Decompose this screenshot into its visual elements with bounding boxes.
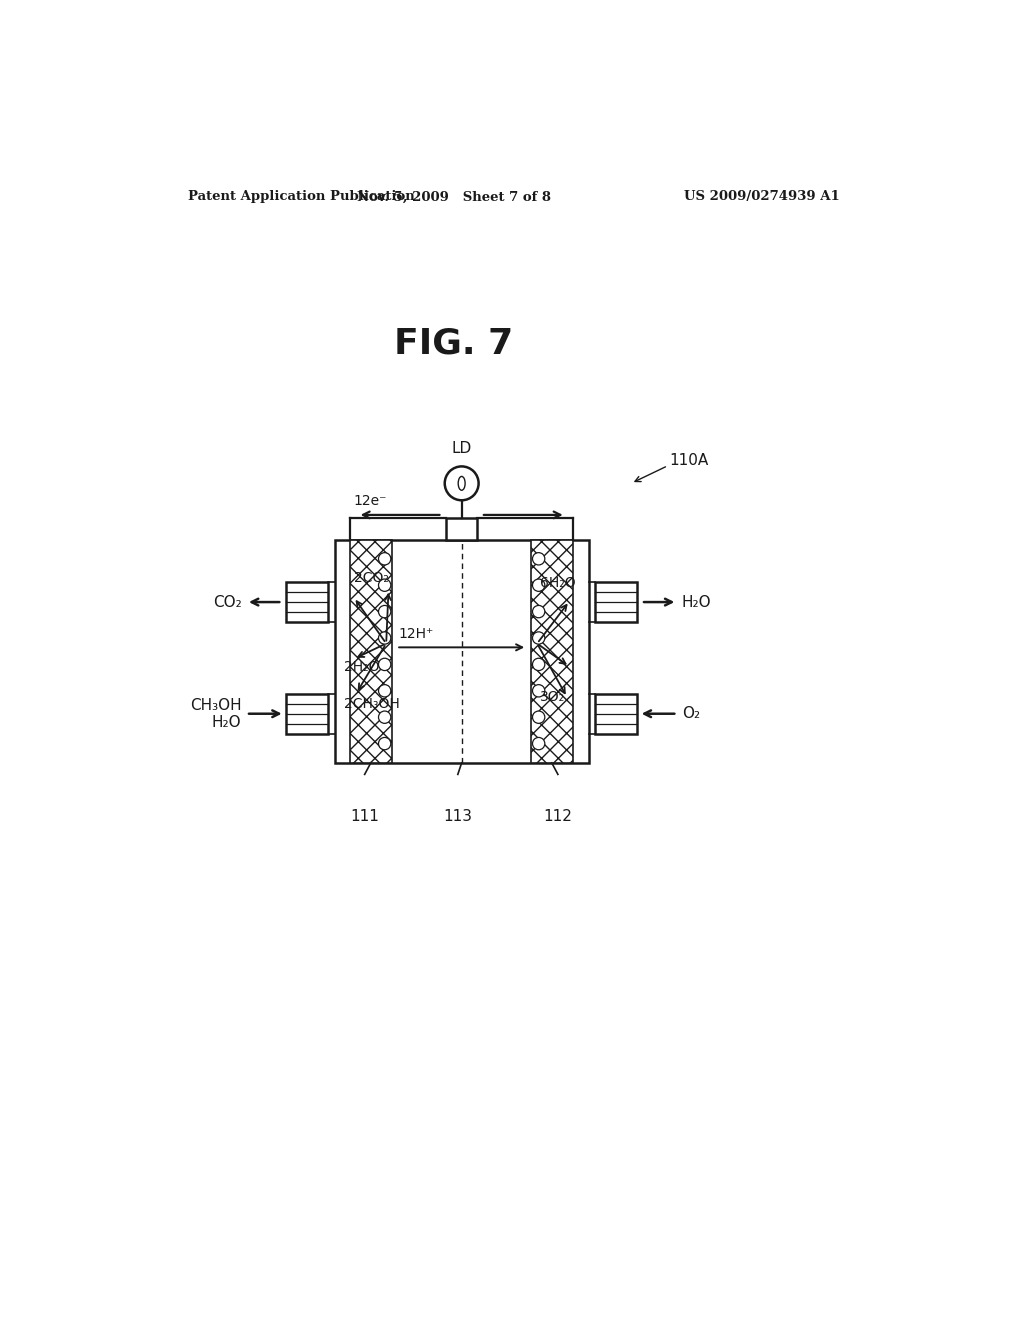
- Text: US 2009/0274939 A1: US 2009/0274939 A1: [684, 190, 840, 203]
- Circle shape: [532, 738, 545, 750]
- Circle shape: [379, 711, 391, 723]
- Bar: [595, 694, 637, 734]
- Circle shape: [532, 659, 545, 671]
- Text: 12e⁻: 12e⁻: [354, 494, 387, 508]
- Circle shape: [532, 685, 545, 697]
- Text: 111: 111: [350, 809, 379, 824]
- Text: LD: LD: [452, 441, 472, 455]
- Circle shape: [532, 606, 545, 618]
- Bar: [531, 540, 573, 763]
- Text: 6H₂O: 6H₂O: [541, 577, 575, 590]
- Text: CH₃OH
H₂O: CH₃OH H₂O: [189, 697, 242, 730]
- Text: Nov. 5, 2009   Sheet 7 of 8: Nov. 5, 2009 Sheet 7 of 8: [357, 190, 551, 203]
- Text: FIG. 7: FIG. 7: [394, 326, 514, 360]
- Text: 12H⁺: 12H⁺: [398, 627, 434, 642]
- Bar: [286, 582, 329, 622]
- Circle shape: [379, 553, 391, 565]
- Circle shape: [532, 711, 545, 723]
- Ellipse shape: [458, 477, 465, 490]
- Circle shape: [532, 553, 545, 565]
- Circle shape: [532, 579, 545, 591]
- Circle shape: [379, 579, 391, 591]
- Text: 2CO₂: 2CO₂: [354, 572, 389, 585]
- Circle shape: [379, 606, 391, 618]
- Bar: [335, 540, 589, 763]
- Text: 112: 112: [544, 809, 572, 824]
- Text: O₂: O₂: [682, 706, 700, 721]
- Text: 2CH₃OH: 2CH₃OH: [344, 697, 399, 710]
- Circle shape: [379, 685, 391, 697]
- Text: CO₂: CO₂: [213, 594, 242, 610]
- Bar: [446, 517, 477, 540]
- Circle shape: [379, 738, 391, 750]
- Circle shape: [532, 632, 545, 644]
- Text: H₂O: H₂O: [682, 594, 712, 610]
- Bar: [595, 582, 637, 622]
- Text: 110A: 110A: [670, 453, 709, 467]
- Text: Patent Application Publication: Patent Application Publication: [188, 190, 415, 203]
- Text: 3O₂: 3O₂: [541, 690, 565, 705]
- Circle shape: [379, 632, 391, 644]
- Circle shape: [444, 466, 478, 500]
- Bar: [350, 540, 392, 763]
- Bar: [286, 694, 329, 734]
- Text: 2H₂O: 2H₂O: [344, 660, 379, 673]
- Text: 113: 113: [443, 809, 472, 824]
- Circle shape: [379, 659, 391, 671]
